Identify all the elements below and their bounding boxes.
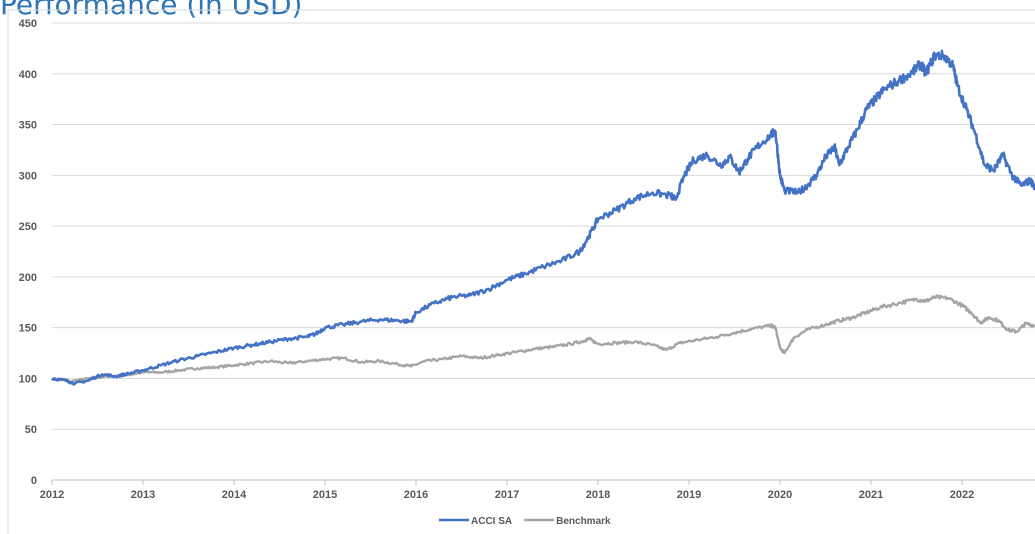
x-tick-label: 2018 bbox=[586, 489, 610, 501]
gridlines bbox=[52, 22, 1035, 481]
x-tick-label: 2021 bbox=[859, 489, 883, 501]
x-tick-label: 2015 bbox=[313, 489, 337, 501]
y-tick-label: 250 bbox=[19, 221, 37, 233]
legend-label: ACCI SA bbox=[471, 516, 512, 527]
y-tick-label: 450 bbox=[19, 18, 37, 30]
y-tick-label: 50 bbox=[25, 424, 37, 436]
chart-frame bbox=[7, 9, 1035, 534]
series-lines bbox=[51, 49, 1035, 386]
y-tick-label: 400 bbox=[19, 69, 37, 81]
y-tick-label: 300 bbox=[19, 170, 37, 182]
y-tick-label: 0 bbox=[31, 475, 37, 487]
y-axis: 0 50 100 150 200 250 300 350 400 450 bbox=[19, 18, 37, 487]
series-line-benchmark bbox=[51, 294, 1035, 383]
x-tick-label: 2016 bbox=[404, 489, 428, 501]
x-tick-label: 2020 bbox=[768, 489, 792, 501]
x-tick-label: 2013 bbox=[131, 489, 155, 501]
legend-label: Benchmark bbox=[556, 516, 611, 527]
y-tick-label: 200 bbox=[19, 272, 37, 284]
y-tick-label: 350 bbox=[19, 120, 37, 132]
x-tick-label: 2014 bbox=[222, 489, 247, 501]
x-tick-label: 2017 bbox=[495, 489, 519, 501]
y-tick-label: 100 bbox=[19, 373, 37, 385]
x-tick-label: 2019 bbox=[677, 489, 701, 501]
x-tick-label: 2012 bbox=[40, 489, 64, 501]
x-axis: 2012 2013 2014 2015 2016 2017 2018 2019 2020 2021… bbox=[40, 480, 974, 501]
y-tick-label: 150 bbox=[19, 323, 37, 335]
series-line-acci-sa bbox=[51, 49, 1035, 386]
x-tick-label: 2022 bbox=[950, 489, 974, 501]
legend: ACCI SA Benchmark bbox=[439, 516, 611, 527]
